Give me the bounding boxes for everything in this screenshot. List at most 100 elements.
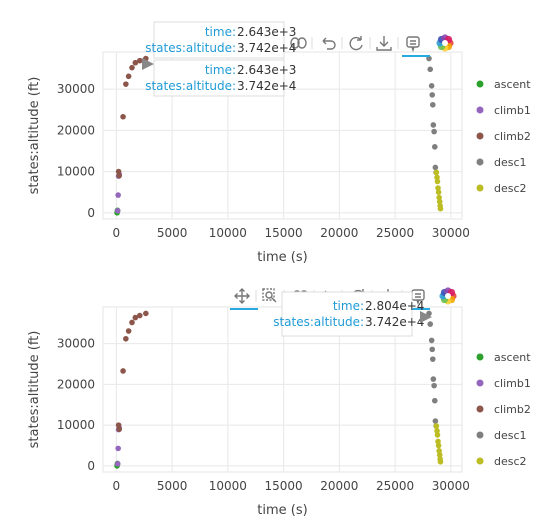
save-icon[interactable]	[376, 36, 392, 51]
legend-marker-climb2[interactable]	[476, 405, 484, 413]
point-desc1[interactable]	[432, 164, 439, 171]
point-desc1[interactable]	[428, 337, 435, 344]
point-desc1[interactable]	[431, 144, 438, 150]
legend-marker-desc1[interactable]	[476, 158, 484, 166]
series-climb2	[115, 310, 149, 433]
legend-marker-desc1[interactable]	[476, 431, 484, 439]
point-climb2[interactable]	[120, 368, 126, 374]
point-desc2[interactable]	[436, 452, 443, 458]
lasso-glyph	[290, 37, 300, 49]
point-desc1[interactable]	[429, 346, 436, 353]
point-climb2[interactable]	[125, 328, 132, 334]
point-desc1[interactable]	[432, 418, 439, 424]
tooltip-pointer	[142, 58, 154, 70]
series-desc2	[433, 169, 444, 212]
x-tick-label: 0	[113, 479, 121, 493]
legend-marker-climb1[interactable]	[476, 379, 484, 387]
point-desc2[interactable]	[434, 428, 440, 434]
point-desc1[interactable]	[431, 128, 437, 135]
y-axis-label: states:altitude (ft)	[27, 77, 42, 195]
point-desc1[interactable]	[429, 356, 436, 362]
point-desc2[interactable]	[434, 432, 441, 438]
point-desc1[interactable]	[430, 376, 437, 382]
point-desc2[interactable]	[434, 174, 440, 181]
point-desc2[interactable]	[435, 442, 442, 449]
tooltip-key-altitude: states:altitude:	[145, 41, 236, 55]
legend-marker-climb1[interactable]	[476, 106, 484, 114]
point-desc1[interactable]	[429, 101, 436, 108]
point-desc2[interactable]	[435, 189, 442, 195]
point-desc1[interactable]	[428, 83, 435, 89]
point-climb2[interactable]	[129, 64, 135, 71]
y-tick-label: 20000	[57, 377, 95, 391]
point-climb1[interactable]	[114, 461, 121, 467]
y-tick-label: 10000	[57, 418, 95, 432]
point-climb1[interactable]	[114, 207, 121, 214]
box-zoom-icon[interactable]	[262, 288, 277, 303]
point-climb2[interactable]	[115, 422, 122, 428]
point-desc2[interactable]	[433, 169, 440, 176]
legend-marker-ascent[interactable]	[476, 80, 484, 88]
point-desc1[interactable]	[430, 122, 437, 128]
point-climb2[interactable]	[132, 314, 139, 321]
legend: ascent climb1 climb2 desc1 desc2	[476, 78, 531, 195]
point-climb2[interactable]	[123, 81, 129, 87]
legend-label-desc2: desc2	[494, 455, 527, 468]
point-desc1[interactable]	[427, 66, 434, 73]
legend-marker-desc2[interactable]	[476, 184, 484, 192]
point-desc1[interactable]	[429, 92, 436, 98]
point-climb2[interactable]	[125, 73, 132, 80]
point-climb1[interactable]	[115, 445, 121, 452]
series-climb2	[115, 55, 149, 179]
point-climb2[interactable]	[116, 172, 122, 179]
lasso-icon[interactable]	[290, 37, 307, 49]
undo-icon[interactable]	[322, 37, 336, 50]
point-desc1[interactable]	[431, 382, 437, 389]
point-desc2[interactable]	[435, 438, 441, 445]
point-desc2[interactable]	[437, 459, 444, 465]
reset-icon[interactable]	[349, 36, 363, 51]
point-desc2[interactable]	[434, 178, 441, 185]
bokeh-logo-icon[interactable]	[436, 34, 454, 52]
point-desc2[interactable]	[433, 423, 440, 429]
legend-marker-desc2[interactable]	[476, 457, 484, 465]
point-climb2[interactable]	[115, 168, 122, 175]
point-desc1[interactable]	[431, 397, 438, 404]
point-climb1[interactable]	[115, 192, 121, 198]
point-desc1[interactable]	[426, 55, 432, 62]
point-climb2[interactable]	[129, 319, 135, 326]
lens-glyph	[265, 291, 273, 299]
point-climb2[interactable]	[120, 113, 126, 120]
point-desc2[interactable]	[436, 194, 442, 201]
y-axis-label: states:altitude (ft)	[27, 331, 42, 449]
legend-label-ascent: ascent	[494, 78, 531, 91]
legend: ascent climb1 climb2 desc1 desc2	[476, 351, 531, 468]
tooltip-pointer	[420, 311, 432, 323]
point-desc1[interactable]	[427, 321, 434, 327]
hover-glyph-lines	[410, 40, 416, 53]
legend-marker-climb2[interactable]	[476, 132, 484, 140]
point-climb2[interactable]	[116, 426, 122, 433]
point-desc2[interactable]	[435, 185, 441, 191]
hover-icon[interactable]	[406, 36, 420, 53]
pan-glyph	[234, 288, 250, 304]
legend-label-climb1: climb1	[494, 377, 531, 390]
point-desc2[interactable]	[437, 205, 444, 212]
bokeh-logo-icon[interactable]	[439, 287, 457, 305]
pan-icon[interactable]	[234, 288, 250, 304]
hover-glyph-lines	[415, 293, 421, 306]
x-tick-label: 20000	[320, 226, 358, 240]
chart-panel-1: 0 5000 10000 15000 20000 25000 30000 0 10000 2000…	[27, 21, 531, 265]
point-climb2[interactable]	[132, 59, 139, 66]
point-desc2[interactable]	[436, 448, 442, 454]
point-desc2[interactable]	[436, 198, 443, 205]
x-tick-label: 10000	[209, 226, 247, 240]
point-climb2[interactable]	[136, 57, 143, 64]
legend-label-desc1: desc1	[494, 429, 527, 442]
box-glyph	[262, 288, 275, 301]
tooltip-value-time: 2.804e+4	[365, 299, 424, 313]
legend-marker-ascent[interactable]	[476, 353, 484, 361]
point-climb2[interactable]	[123, 335, 129, 342]
point-climb2[interactable]	[143, 310, 149, 317]
point-climb2[interactable]	[136, 312, 143, 319]
